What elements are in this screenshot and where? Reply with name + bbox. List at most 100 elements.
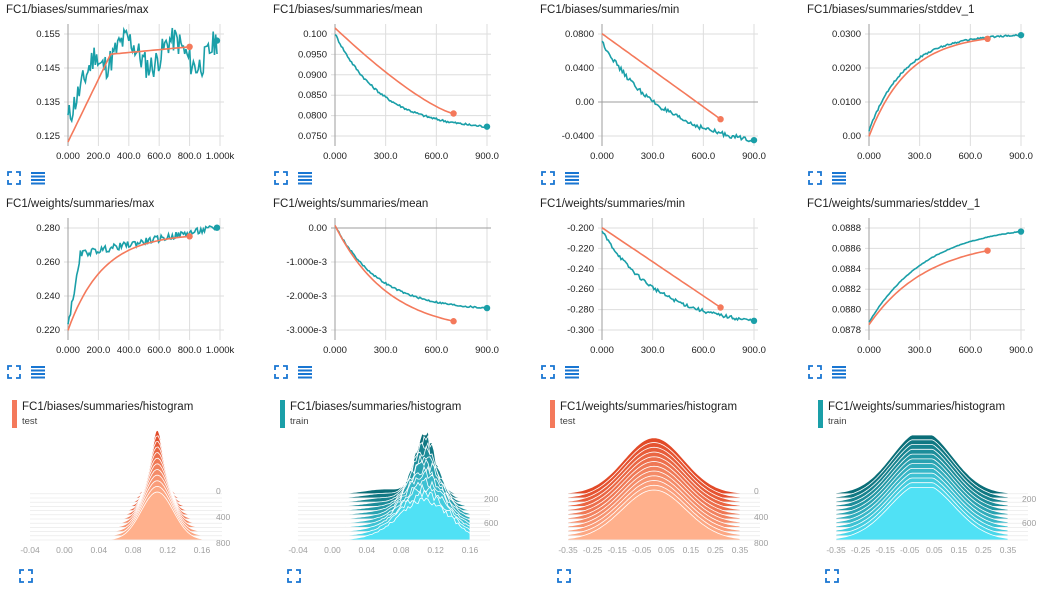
x-tick-label: 900.0 <box>475 151 499 162</box>
fullscreen-icon[interactable] <box>6 170 22 186</box>
histogram-card: FC1/weights/summaries/histogram test 0 40… <box>550 400 790 590</box>
x-tick-label: 0.000 <box>590 151 614 162</box>
y-tick-label: -0.240 <box>567 264 594 275</box>
scalar-chart[interactable]: 0.220 0.240 0.260 0.280 0.000 200.0 400.0 600.0… <box>6 216 256 366</box>
y-tick-label: 0.00 <box>576 97 595 108</box>
train-series-line <box>334 225 488 310</box>
test-series-line <box>601 33 722 120</box>
train-endpoint-marker <box>213 224 221 231</box>
y-tick-label: 0.220 <box>36 325 60 336</box>
x-tick-label: 0.000 <box>857 151 881 162</box>
x-tick-label: 800.0 <box>178 345 202 356</box>
y-tick-label: 0.0300 <box>832 29 861 40</box>
list-icon[interactable] <box>564 170 580 186</box>
histogram-step-label: 0 <box>754 486 759 496</box>
fullscreen-icon[interactable] <box>273 170 289 186</box>
list-icon[interactable] <box>30 170 46 186</box>
fullscreen-icon[interactable] <box>807 170 823 186</box>
scalar-chart[interactable]: -0.300 -0.280 -0.260 -0.240 -0.220 -0.200 0.00… <box>540 216 790 366</box>
histogram-x-tick-label: 0.12 <box>427 545 444 555</box>
test-series-line <box>868 249 988 326</box>
histogram-title: FC1/weights/summaries/histogram <box>560 401 738 413</box>
scalar-card: FC1/biases/summaries/stddev_1 0.00 0.0100… <box>807 4 1057 194</box>
list-icon[interactable] <box>564 364 580 380</box>
scalar-chart[interactable]: 0.125 0.135 0.145 0.155 0.000 200.0 400.0 600.0… <box>6 22 256 172</box>
histogram-x-tick-label: 0.00 <box>324 545 341 555</box>
histogram-x-tick-label: 0.35 <box>1000 545 1017 555</box>
test-endpoint-marker <box>984 35 991 43</box>
histogram-chart[interactable]: 200 600 -0.04 0.00 0.04 0.08 0.12 0.16 <box>280 429 520 582</box>
chart-controls <box>273 364 333 382</box>
x-tick-label: 600.0 <box>958 151 982 162</box>
histogram-x-tick-label: 0.08 <box>125 545 142 555</box>
run-color-bar <box>550 400 555 428</box>
test-endpoint-marker <box>450 318 457 325</box>
scalar-chart[interactable]: 0.00 0.0100 0.0200 0.0300 0.000 300.0 600.0 900… <box>807 22 1057 172</box>
scalar-chart[interactable]: 0.0878 0.0880 0.0882 0.0884 0.0886 0.0888 0.00… <box>807 216 1057 366</box>
histogram-x-tick-label: -0.05 <box>632 545 652 555</box>
histogram-title: FC1/weights/summaries/histogram <box>828 401 1006 413</box>
y-tick-label: 0.0200 <box>832 63 861 74</box>
fullscreen-icon[interactable] <box>807 364 823 380</box>
fullscreen-icon[interactable] <box>18 568 34 584</box>
list-icon[interactable] <box>831 170 847 186</box>
x-tick-label: 900.0 <box>1009 345 1033 356</box>
fullscreen-icon[interactable] <box>540 170 556 186</box>
histogram-chart[interactable]: 0 400 800 -0.04 0.00 0.04 0.08 0.12 0.16 <box>12 429 252 582</box>
test-series-line <box>334 225 454 322</box>
y-tick-label: 0.0878 <box>832 325 861 336</box>
histogram-slice <box>835 487 1009 541</box>
fullscreen-icon[interactable] <box>286 568 302 584</box>
scalar-chart[interactable]: -0.0400 0.00 0.0400 0.0800 0.000 300.0 600.0 90… <box>540 22 790 172</box>
chart-controls <box>273 170 333 188</box>
list-icon[interactable] <box>297 170 313 186</box>
histogram-step-label: 400 <box>754 512 768 522</box>
histogram-chart[interactable]: 200 600 -0.35 -0.25 -0.15 -0.05 0.05 0.15 0.25 0.… <box>818 432 1057 582</box>
histogram-x-tick-label: -0.15 <box>875 545 895 555</box>
x-tick-label: 400.0 <box>117 345 141 356</box>
train-series-line <box>67 225 218 325</box>
train-endpoint-marker <box>750 317 758 325</box>
run-color-bar <box>12 400 17 428</box>
x-tick-label: 900.0 <box>475 345 499 356</box>
x-tick-label: 600.0 <box>424 345 448 356</box>
histogram-title: FC1/biases/summaries/histogram <box>290 401 462 413</box>
histogram-chart[interactable]: 0 400 800 -0.35 -0.25 -0.15 -0.05 0.05 0.15 0.25 0… <box>550 432 790 582</box>
x-tick-label: 300.0 <box>641 345 665 356</box>
test-endpoint-marker <box>450 110 457 117</box>
fullscreen-icon[interactable] <box>540 364 556 380</box>
train-endpoint-marker <box>750 136 758 144</box>
fullscreen-icon[interactable] <box>6 364 22 380</box>
list-icon[interactable] <box>30 364 46 380</box>
test-endpoint-marker <box>186 43 193 51</box>
scalar-chart[interactable]: 0.0750 0.0800 0.0850 0.0900 0.0950 0.100 0.000… <box>273 22 523 172</box>
scalar-card: FC1/biases/summaries/mean 0.0750 0.0800 0.… <box>273 4 523 194</box>
histogram-step-label: 400 <box>216 512 230 522</box>
chart-controls <box>807 364 867 382</box>
y-tick-label: 0.145 <box>36 63 60 74</box>
histogram-x-tick-label: 0.16 <box>462 545 479 555</box>
list-icon[interactable] <box>831 364 847 380</box>
train-series-line <box>868 230 1022 323</box>
train-series-line <box>601 230 755 324</box>
y-tick-label: 0.0400 <box>565 63 594 74</box>
test-endpoint-marker <box>984 247 991 254</box>
chart-title: FC1/biases/summaries/stddev_1 <box>807 4 975 16</box>
list-icon[interactable] <box>297 364 313 380</box>
histogram-x-tick-label: 0.08 <box>393 545 410 555</box>
histogram-x-tick-label: -0.04 <box>288 545 308 555</box>
fullscreen-icon[interactable] <box>556 568 572 584</box>
fullscreen-icon[interactable] <box>273 364 289 380</box>
histogram-card: FC1/weights/summaries/histogram train 20… <box>818 400 1057 590</box>
histogram-title: FC1/biases/summaries/histogram <box>22 401 194 413</box>
scalar-card: FC1/weights/summaries/max 0.220 0.240 0.26… <box>6 198 256 388</box>
train-endpoint-marker <box>213 37 221 44</box>
y-tick-label: 0.135 <box>36 97 60 108</box>
fullscreen-icon[interactable] <box>824 568 840 584</box>
scalar-card: FC1/weights/summaries/stddev_1 0.0878 0.0… <box>807 198 1057 388</box>
y-tick-label: 0.0800 <box>298 111 327 122</box>
scalar-chart[interactable]: -3.000e-3 -2.000e-3 -1.000e-3 0.00 0.000 300.… <box>273 216 523 366</box>
run-color-bar <box>818 400 823 428</box>
y-tick-label: 0.280 <box>36 223 60 234</box>
y-tick-label: 0.155 <box>36 29 60 40</box>
